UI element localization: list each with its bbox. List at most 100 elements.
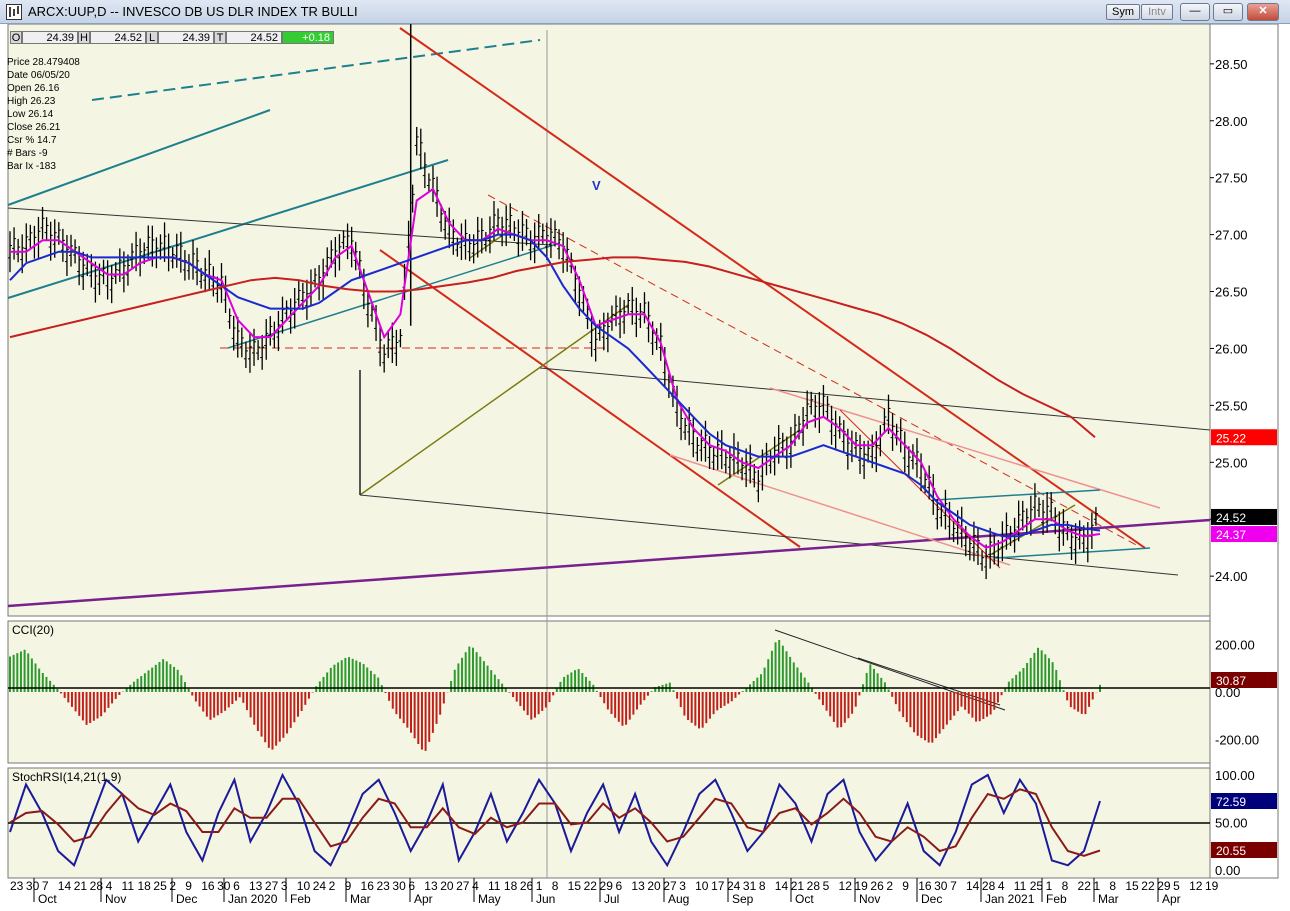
price-bar: [699, 429, 704, 462]
stoch-tick-label: 0.00: [1215, 863, 1240, 878]
close-button[interactable]: ✕: [1247, 3, 1279, 21]
price-bar: [723, 449, 728, 474]
date-tick-label: 12: [1189, 879, 1203, 893]
price-bar: [386, 330, 391, 359]
interval-button[interactable]: Intv: [1141, 4, 1173, 20]
date-tick-label: 12: [839, 879, 853, 893]
maximize-button[interactable]: ▭: [1213, 3, 1243, 21]
date-tick-label: 10: [695, 879, 709, 893]
date-tick-label: 7: [950, 879, 957, 893]
date-tick-label: 19: [854, 879, 868, 893]
price-bar: [231, 315, 236, 351]
cci-title: CCI(20): [12, 623, 54, 637]
date-tick-label: 26: [520, 879, 534, 893]
price-bar: [60, 228, 65, 262]
price-bar: [536, 214, 541, 249]
price-bar: [825, 395, 830, 420]
window-titlebar: ARCX:UUP,D -- INVESCO DB US DLR INDEX TR…: [0, 0, 1290, 24]
price-bar: [622, 299, 627, 334]
date-tick-label: 22: [584, 879, 598, 893]
date-tick-label: 20: [440, 879, 454, 893]
price-bar: [752, 463, 757, 488]
price-bar: [390, 322, 395, 364]
price-bar: [146, 225, 151, 260]
price-marker-box: [1211, 508, 1277, 525]
price-bar: [695, 437, 700, 462]
low-value: 24.39: [158, 31, 214, 44]
price-bar: [451, 219, 456, 255]
price-bar: [252, 328, 257, 366]
date-tick-label: 6: [233, 879, 240, 893]
price-bar: [341, 230, 346, 250]
app-chart-icon: [6, 4, 22, 20]
price-bar: [422, 152, 427, 189]
date-tick-label: 6: [408, 879, 415, 893]
wave-annotation: V: [592, 178, 601, 193]
date-tick-label: 29: [1157, 879, 1171, 893]
price-bar: [12, 227, 17, 260]
data-window-row: Low 26.14: [7, 109, 54, 120]
ema-mid-line: [9, 233, 1101, 538]
price-bar: [243, 341, 248, 369]
price-ohlc-bars: [8, 24, 1098, 580]
price-bar: [260, 334, 265, 370]
date-tick-label: 1: [536, 879, 543, 893]
month-label: Jul: [604, 892, 619, 906]
price-bar: [809, 391, 814, 415]
price-bar: [382, 344, 387, 373]
date-tick-label: 27: [456, 879, 470, 893]
data-window-row: Open 26.16: [7, 83, 60, 94]
price-marker-label: 24.52: [1216, 511, 1246, 525]
price-bar: [1032, 483, 1037, 521]
price-bar: [1069, 524, 1074, 560]
last-value: 24.52: [226, 31, 282, 44]
cci-tick-label: 0.00: [1215, 685, 1240, 700]
stoch-tick-label: 100.00: [1215, 768, 1255, 783]
open-value: 24.39: [22, 31, 78, 44]
month-label: Apr: [1162, 892, 1181, 906]
date-tick-label: 30: [392, 879, 406, 893]
date-tick-label: 14: [775, 879, 789, 893]
date-tick-label: 23: [376, 879, 390, 893]
date-tick-label: 24: [313, 879, 327, 893]
data-window-row: Date 06/05/20: [7, 70, 70, 81]
date-tick-label: 30: [934, 879, 948, 893]
price-bar: [195, 247, 200, 286]
high-label: H: [78, 31, 90, 44]
chart-canvas[interactable]: V 28.50 28.00 27.50 27.00 26.50 26.00 25.50 25.…: [0, 24, 1290, 911]
date-tick-label: 5: [823, 879, 830, 893]
month-label: Mar: [1098, 892, 1119, 906]
minimize-button[interactable]: —: [1180, 3, 1210, 21]
price-bar: [943, 489, 948, 530]
price-bar: [1041, 499, 1046, 535]
price-bar: [178, 231, 183, 273]
price-bar: [475, 216, 480, 258]
symbol-button[interactable]: Sym: [1106, 4, 1140, 20]
data-window-row: # Bars -9: [7, 148, 48, 159]
price-bar: [418, 128, 423, 170]
price-bar: [44, 217, 49, 241]
date-tick-label: 9: [345, 879, 352, 893]
date-tick-label: 2: [329, 879, 336, 893]
price-bar: [951, 521, 956, 543]
price-marker-label: 24.37: [1216, 528, 1246, 542]
month-label: May: [478, 892, 501, 906]
price-marker-box: [1211, 429, 1277, 446]
stoch-title: StochRSI(14,21(1,9): [12, 770, 121, 784]
date-tick-label: 11: [1014, 879, 1027, 893]
price-bar: [40, 207, 45, 240]
price-bar: [426, 173, 431, 193]
date-tick-label: 4: [106, 879, 113, 893]
price-bar: [975, 527, 980, 566]
data-window-row: Bar Ix -183: [7, 161, 56, 172]
date-tick-label: 18: [504, 879, 518, 893]
stoch-value-label: 72.59: [1216, 795, 1246, 809]
price-bar: [130, 243, 135, 269]
date-tick-label: 15: [1125, 879, 1139, 893]
price-bar: [117, 248, 122, 282]
date-tick-label: 2: [886, 879, 893, 893]
date-tick-label: 1: [1046, 879, 1053, 893]
data-window: Price 28.479408 Date 06/05/20 Open 26.16 Hi…: [7, 56, 80, 173]
date-tick-label: 11: [488, 879, 501, 893]
price-bar: [727, 446, 732, 479]
